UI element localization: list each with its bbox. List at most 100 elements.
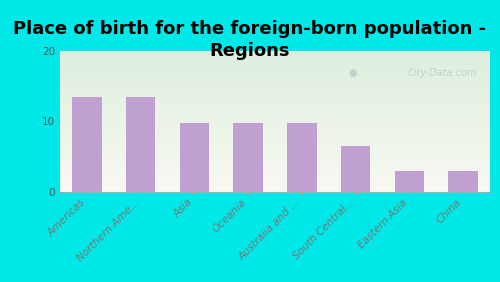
Bar: [60, 158, 490, 159]
Bar: [60, 151, 490, 152]
Bar: [60, 72, 490, 73]
Bar: [60, 162, 490, 164]
Text: City-Data.com: City-Data.com: [408, 68, 477, 78]
Bar: [60, 59, 490, 61]
Bar: [60, 99, 490, 100]
Bar: [60, 142, 490, 144]
Bar: [60, 109, 490, 110]
Bar: [60, 169, 490, 171]
Bar: [60, 97, 490, 99]
Bar: [60, 185, 490, 186]
Bar: [60, 92, 490, 93]
Bar: [60, 61, 490, 62]
Bar: [60, 58, 490, 59]
Bar: [60, 52, 490, 54]
Bar: [60, 128, 490, 130]
Bar: [60, 100, 490, 102]
Bar: [60, 102, 490, 103]
Bar: [60, 120, 490, 121]
Bar: [60, 133, 490, 134]
Bar: [60, 186, 490, 188]
Bar: [60, 134, 490, 135]
Bar: [60, 178, 490, 179]
Bar: [60, 93, 490, 94]
Bar: [60, 121, 490, 123]
Bar: [60, 131, 490, 133]
Bar: [60, 161, 490, 162]
Bar: [60, 183, 490, 185]
Bar: [60, 69, 490, 70]
Bar: [180, 123, 209, 192]
Bar: [60, 87, 490, 89]
Bar: [60, 188, 490, 189]
Bar: [60, 68, 490, 69]
Bar: [448, 171, 478, 192]
Bar: [60, 54, 490, 55]
Bar: [60, 149, 490, 151]
Bar: [60, 106, 490, 107]
Bar: [60, 65, 490, 66]
Bar: [60, 141, 490, 142]
Bar: [60, 176, 490, 178]
Bar: [60, 111, 490, 113]
Bar: [60, 123, 490, 124]
Bar: [60, 89, 490, 90]
Bar: [60, 110, 490, 111]
Bar: [60, 118, 490, 120]
Bar: [60, 189, 490, 190]
Bar: [60, 62, 490, 63]
Bar: [60, 76, 490, 78]
Bar: [60, 96, 490, 97]
Bar: [60, 78, 490, 79]
Bar: [60, 127, 490, 128]
Text: Place of birth for the foreign-born population -
Regions: Place of birth for the foreign-born popu…: [14, 20, 486, 60]
Bar: [60, 104, 490, 106]
Bar: [60, 116, 490, 117]
Bar: [60, 94, 490, 96]
Bar: [60, 144, 490, 145]
Bar: [72, 96, 102, 192]
Bar: [60, 79, 490, 80]
Bar: [60, 164, 490, 165]
Bar: [394, 171, 424, 192]
Bar: [60, 145, 490, 147]
Bar: [60, 124, 490, 125]
Bar: [60, 117, 490, 118]
Bar: [60, 125, 490, 127]
Bar: [60, 155, 490, 157]
Bar: [60, 166, 490, 168]
Bar: [60, 114, 490, 116]
Bar: [60, 70, 490, 72]
Bar: [287, 123, 316, 192]
Bar: [60, 159, 490, 161]
Bar: [341, 146, 370, 192]
Bar: [60, 75, 490, 76]
Bar: [60, 182, 490, 183]
Bar: [126, 96, 156, 192]
Bar: [60, 137, 490, 138]
Bar: [60, 55, 490, 56]
Bar: [60, 147, 490, 148]
Text: ●: ●: [348, 68, 356, 78]
Bar: [234, 123, 263, 192]
Bar: [60, 56, 490, 58]
Bar: [60, 190, 490, 192]
Bar: [60, 51, 490, 52]
Bar: [60, 168, 490, 169]
Bar: [60, 165, 490, 166]
Bar: [60, 82, 490, 83]
Bar: [60, 103, 490, 104]
Bar: [60, 157, 490, 158]
Bar: [60, 85, 490, 86]
Bar: [60, 113, 490, 114]
Bar: [60, 83, 490, 85]
Bar: [60, 90, 490, 92]
Bar: [60, 66, 490, 68]
Bar: [60, 107, 490, 109]
Bar: [60, 135, 490, 137]
Bar: [60, 86, 490, 87]
Bar: [60, 130, 490, 131]
Bar: [60, 140, 490, 141]
Bar: [60, 152, 490, 154]
Bar: [60, 63, 490, 65]
